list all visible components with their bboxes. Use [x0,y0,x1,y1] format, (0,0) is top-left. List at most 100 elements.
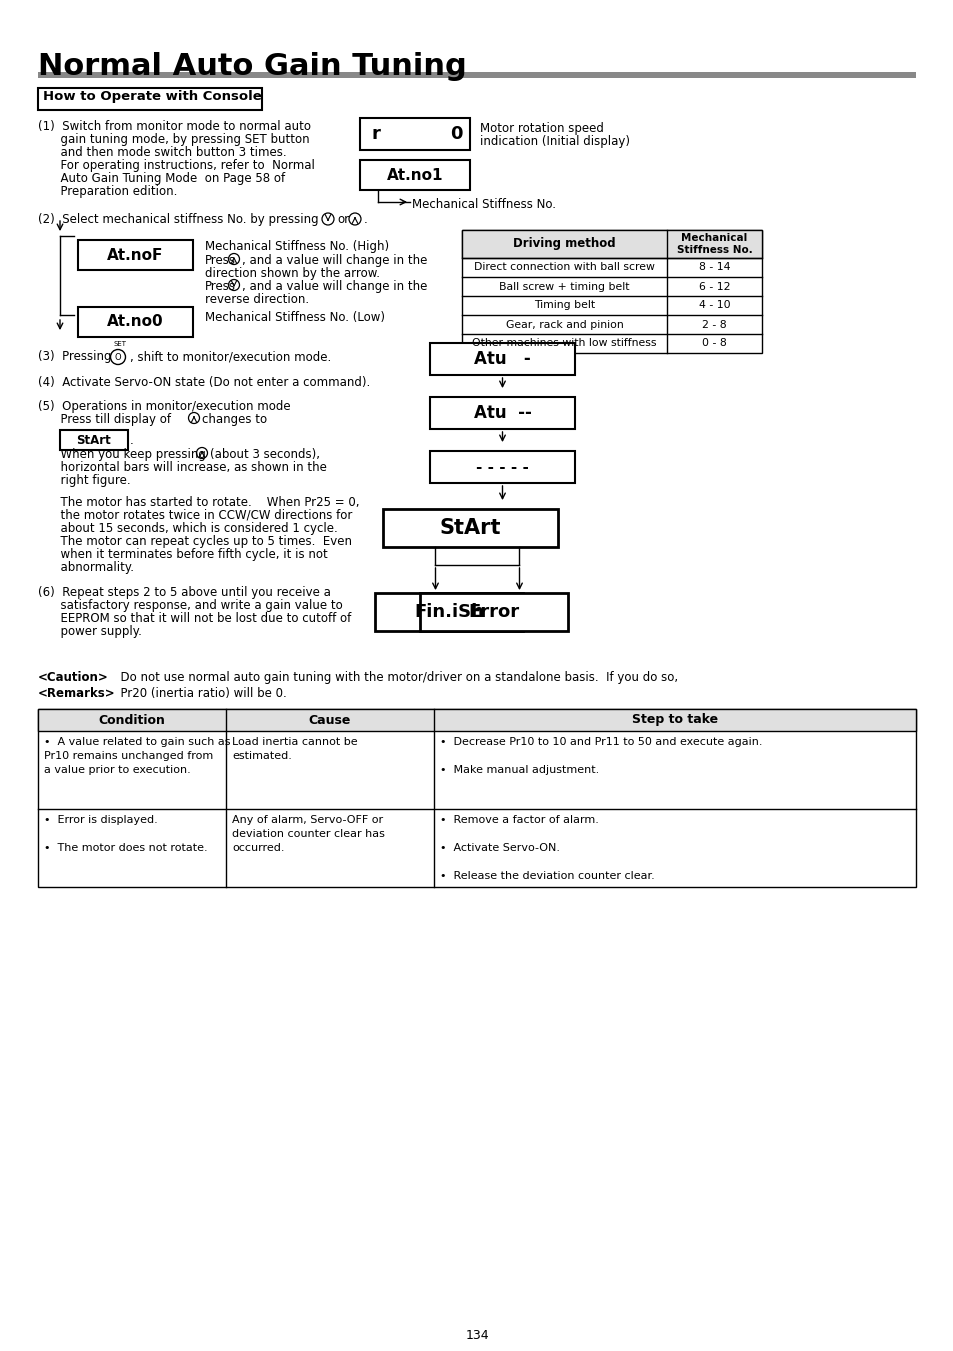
Bar [382,509,558,547]
Text: Fin.iSh: Fin.iSh [414,603,483,621]
Text: The motor has started to rotate.    When Pr25 = 0,: The motor has started to rotate. When Pr… [38,496,359,509]
Text: Press: Press [205,254,235,267]
Text: EEPROM so that it will not be lost due to cutoff of: EEPROM so that it will not be lost due t… [38,612,351,626]
Text: •  Decrease Pr10 to 10 and Pr11 to 50 and execute again.

•  Make manual adjustm: • Decrease Pr10 to 10 and Pr11 to 50 and… [439,738,761,775]
Text: about 15 seconds, which is considered 1 cycle.: about 15 seconds, which is considered 1 … [38,521,337,535]
Text: •  Remove a factor of alarm.

•  Activate Servo-ON.

•  Release the deviation co: • Remove a factor of alarm. • Activate S… [439,815,654,881]
Text: 134: 134 [465,1329,488,1342]
Text: Driving method: Driving method [513,238,616,250]
Bar [78,240,193,270]
Text: Mechanical Stiffness No.: Mechanical Stiffness No. [412,199,556,211]
Bar [461,230,761,258]
Text: Ball screw + timing belt: Ball screw + timing belt [498,281,629,292]
Text: (about 3 seconds),: (about 3 seconds), [210,449,319,461]
Text: - - - - -: - - - - - [476,459,528,474]
Text: Atu  --: Atu -- [473,404,531,422]
Text: changes to: changes to [202,413,267,426]
Text: when it terminates before fifth cycle, it is not: when it terminates before fifth cycle, i… [38,549,328,561]
Text: and then mode switch button 3 times.: and then mode switch button 3 times. [38,146,286,159]
Text: (5)  Operations in monitor/execution mode: (5) Operations in monitor/execution mode [38,400,291,413]
Bar [78,307,193,336]
Text: Mechanical
Stiffness No.: Mechanical Stiffness No. [676,232,752,255]
Text: Error: Error [468,603,519,621]
Bar [430,343,575,376]
Text: the motor rotates twice in CCW/CW directions for: the motor rotates twice in CCW/CW direct… [38,509,352,521]
Text: At.no1: At.no1 [386,168,443,182]
Text: power supply.: power supply. [38,626,142,638]
Text: O: O [114,353,121,362]
Text: abnormality.: abnormality. [38,561,133,574]
Text: How to Operate with Console: How to Operate with Console [43,91,261,103]
Bar [38,88,262,109]
Text: , and a value will change in the: , and a value will change in the [242,254,427,267]
Text: satisfactory response, and write a gain value to: satisfactory response, and write a gain … [38,598,342,612]
Bar [38,709,915,731]
Text: Direct connection with ball screw: Direct connection with ball screw [474,262,655,273]
Text: 8 - 14: 8 - 14 [698,262,729,273]
Text: •  Error is displayed.

•  The motor does not rotate.: • Error is displayed. • The motor does n… [44,815,208,852]
Bar [38,72,915,78]
Text: reverse direction.: reverse direction. [205,293,309,305]
Text: or: or [336,213,349,226]
Text: The motor can repeat cycles up to 5 times.  Even: The motor can repeat cycles up to 5 time… [38,535,352,549]
Text: (6)  Repeat steps 2 to 5 above until you receive a: (6) Repeat steps 2 to 5 above until you … [38,586,331,598]
Bar [375,593,522,631]
Bar [38,709,915,888]
Text: Other machines with low stiffness: Other machines with low stiffness [472,339,656,349]
Text: indication (Initial display): indication (Initial display) [479,135,629,149]
Text: Cause: Cause [309,713,351,727]
Text: direction shown by the arrow.: direction shown by the arrow. [205,267,379,280]
Text: Timing belt: Timing belt [534,300,595,311]
Text: , and a value will change in the: , and a value will change in the [242,280,427,293]
Bar [359,118,470,150]
Text: r: r [372,126,380,143]
Text: 2 - 8: 2 - 8 [701,319,726,330]
Text: •  A value related to gain such as
Pr10 remains unchanged from
a value prior to : • A value related to gain such as Pr10 r… [44,738,231,775]
Text: Step to take: Step to take [631,713,718,727]
Text: right figure.: right figure. [38,474,131,486]
Text: Preparation edition.: Preparation edition. [38,185,177,199]
Text: 6 - 12: 6 - 12 [698,281,729,292]
Bar [430,397,575,430]
Text: SET: SET [113,340,127,347]
Text: 0 - 8: 0 - 8 [701,339,726,349]
Text: Normal Auto Gain Tuning: Normal Auto Gain Tuning [38,51,466,81]
Text: StArt: StArt [76,434,112,446]
Text: <Remarks>: <Remarks> [38,688,115,700]
Text: Auto Gain Tuning Mode  on Page 58 of: Auto Gain Tuning Mode on Page 58 of [38,172,285,185]
Text: gain tuning mode, by pressing SET button: gain tuning mode, by pressing SET button [38,132,310,146]
Text: <Caution>: <Caution> [38,671,109,684]
Text: StArt: StArt [439,517,500,538]
Text: .: . [130,434,133,447]
Text: Atu   -: Atu - [474,350,530,367]
Text: Do not use normal auto gain tuning with the motor/driver on a standalone basis. : Do not use normal auto gain tuning with … [112,671,678,684]
Text: Mechanical Stiffness No. (Low): Mechanical Stiffness No. (Low) [205,311,385,324]
Text: For operating instructions, refer to  Normal: For operating instructions, refer to Nor… [38,159,314,172]
Text: (2)  Select mechanical stiffness No. by pressing: (2) Select mechanical stiffness No. by p… [38,213,318,226]
Text: Gear, rack and pinion: Gear, rack and pinion [505,319,622,330]
Text: .: . [364,213,367,226]
Text: Press: Press [205,280,235,293]
Text: (3)  Pressing: (3) Pressing [38,350,112,363]
Text: 4 - 10: 4 - 10 [698,300,730,311]
Text: When you keep pressing: When you keep pressing [38,449,206,461]
Text: Condition: Condition [98,713,165,727]
Text: (1)  Switch from monitor mode to normal auto: (1) Switch from monitor mode to normal a… [38,120,311,132]
Bar [359,159,470,190]
Text: 0: 0 [449,126,462,143]
Text: Load inertia cannot be
estimated.: Load inertia cannot be estimated. [232,738,357,761]
Bar [419,593,567,631]
Text: At.no0: At.no0 [107,315,164,330]
Text: Motor rotation speed: Motor rotation speed [479,122,603,135]
Text: Press till display of: Press till display of [38,413,171,426]
Text: Any of alarm, Servo-OFF or
deviation counter clear has
occurred.: Any of alarm, Servo-OFF or deviation cou… [232,815,384,852]
Bar [60,430,128,450]
Text: horizontal bars will increase, as shown in the: horizontal bars will increase, as shown … [38,461,327,474]
Bar [461,230,761,353]
Text: (4)  Activate Servo-ON state (Do not enter a command).: (4) Activate Servo-ON state (Do not ente… [38,376,370,389]
Text: At.noF: At.noF [107,247,164,262]
Text: , shift to monitor/execution mode.: , shift to monitor/execution mode. [130,350,331,363]
Text: Mechanical Stiffness No. (High): Mechanical Stiffness No. (High) [205,240,389,253]
Text: Pr20 (inertia ratio) will be 0.: Pr20 (inertia ratio) will be 0. [112,688,287,700]
Bar [430,451,575,484]
